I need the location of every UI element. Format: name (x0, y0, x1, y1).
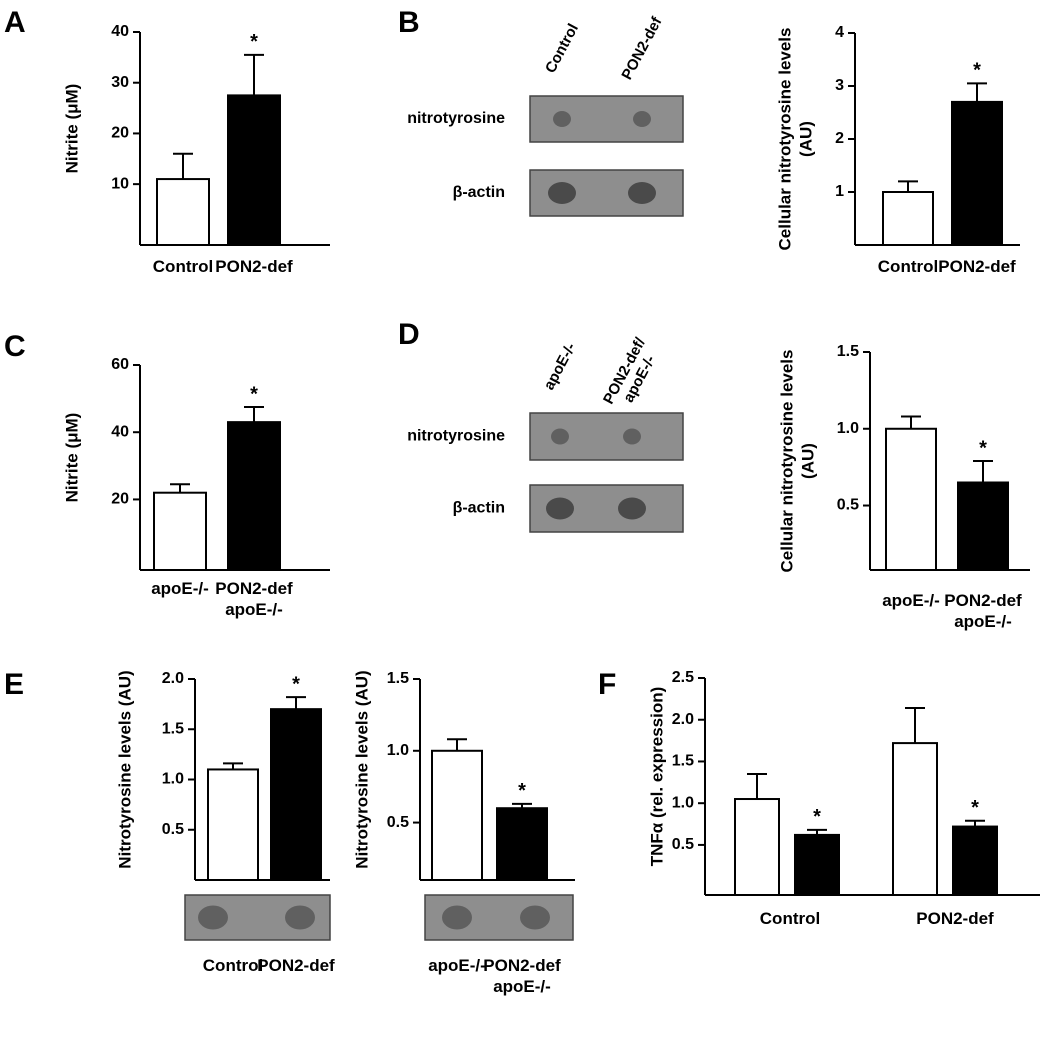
significance-label: * (518, 780, 526, 802)
significance-label: * (813, 806, 821, 828)
panel-letter: F (598, 668, 617, 701)
blot-row-label: β-actin (453, 184, 505, 201)
bar (431, 749, 483, 881)
blot-spot (623, 428, 641, 445)
x-tick-label: PON2-def apoE-/- (944, 591, 1022, 631)
significance-label: * (971, 797, 979, 819)
y-tick-label: 1.5 (387, 670, 409, 687)
significance-label: * (250, 31, 258, 53)
y-tick-label: 2.0 (162, 670, 184, 687)
x-tick-label: apoE-/- (882, 591, 940, 610)
significance-label: * (979, 437, 987, 459)
y-tick-label: 0.5 (162, 821, 184, 838)
x-tick-label: apoE-/- (151, 579, 209, 598)
blot-spot (633, 111, 651, 127)
panel-letter: E (4, 668, 25, 701)
bar (951, 100, 1003, 247)
y-tick-label: 1.0 (837, 420, 859, 437)
x-tick-label: Control (202, 956, 264, 975)
x-tick-label: PON2-def apoE-/- (215, 579, 293, 619)
bar (892, 742, 938, 896)
significance-label: * (250, 383, 258, 405)
x-tick-label: PON2-def (215, 257, 293, 276)
y-axis-label: Nitrite (μM) (62, 83, 82, 173)
y-tick-label: 20 (111, 491, 129, 508)
y-tick-label: 3 (835, 77, 844, 94)
blot-spot (553, 111, 571, 127)
y-tick-label: 1 (835, 183, 844, 200)
y-tick-label: 1.5 (837, 343, 859, 360)
y-axis-label: TNFα (rel. expression) (647, 686, 667, 866)
x-tick-label: Control (152, 257, 214, 276)
significance-label: * (973, 60, 981, 82)
y-axis-label: Cellular nitrotyrosine levels (AU) (775, 27, 815, 251)
panel-letter: C (4, 330, 26, 363)
x-tick-label: PON2-def apoE-/- (483, 956, 561, 996)
blot-spot (618, 497, 646, 520)
significance-label: * (292, 673, 300, 695)
y-axis-label: Cellular nitrotyrosine levels (AU) (777, 349, 817, 573)
y-tick-label: 60 (111, 356, 129, 373)
y-axis-label: Nitrotyrosine levels (AU) (352, 669, 372, 869)
bar (957, 481, 1009, 571)
blot-spot (198, 905, 228, 930)
y-tick-label: 10 (111, 175, 129, 192)
y-tick-label: 30 (111, 74, 129, 91)
y-tick-label: 2.0 (672, 711, 694, 728)
blot-spot (551, 428, 569, 445)
panel-letter: D (398, 318, 420, 351)
bar (885, 427, 937, 571)
y-tick-label: 2.5 (672, 669, 694, 686)
bar (153, 491, 207, 572)
bar (227, 421, 281, 571)
panel-letter: A (4, 6, 26, 39)
y-tick-label: 1.0 (387, 742, 409, 759)
y-tick-label: 2 (835, 130, 844, 147)
blot-strip (529, 95, 684, 143)
y-axis-label: Nitrotyrosine levels (AU) (115, 669, 135, 869)
bar (882, 191, 934, 246)
blot-spot (442, 905, 472, 930)
y-tick-label: 4 (835, 24, 844, 41)
bar (227, 94, 281, 247)
bar (496, 807, 548, 882)
blot-spot (548, 182, 576, 204)
y-axis-label: Nitrite (μM) (62, 412, 82, 502)
blot-row-label: nitrotyrosine (407, 428, 505, 445)
blot-row-label: β-actin (453, 500, 505, 517)
blot-spot (285, 905, 315, 930)
y-tick-label: 40 (111, 423, 129, 440)
bar (794, 833, 840, 897)
y-tick-label: 1.0 (672, 794, 694, 811)
y-tick-label: 1.5 (672, 753, 694, 770)
bar (270, 708, 322, 882)
y-tick-label: 20 (111, 125, 129, 142)
y-tick-label: 1.0 (162, 771, 184, 788)
blot-spot (628, 182, 656, 204)
panel-letter: B (398, 6, 420, 39)
blot-row-label: nitrotyrosine (407, 110, 505, 127)
y-tick-label: 0.5 (672, 836, 694, 853)
bar (207, 768, 259, 882)
y-tick-label: 40 (111, 23, 129, 40)
x-tick-label: PON2-def (938, 257, 1016, 276)
x-tick-label: PON2-def (257, 956, 335, 975)
y-tick-label: 0.5 (837, 497, 859, 514)
x-tick-label: apoE-/- (428, 956, 486, 975)
x-tick-label: PON2-def (916, 909, 994, 928)
blot-spot (520, 905, 550, 930)
bar (952, 825, 998, 896)
y-tick-label: 0.5 (387, 814, 409, 831)
bar (156, 178, 210, 246)
y-tick-label: 1.5 (162, 720, 184, 737)
x-tick-label: Control (759, 909, 821, 928)
bar (734, 798, 780, 896)
x-tick-label: Control (877, 257, 939, 276)
blot-spot (546, 497, 574, 520)
